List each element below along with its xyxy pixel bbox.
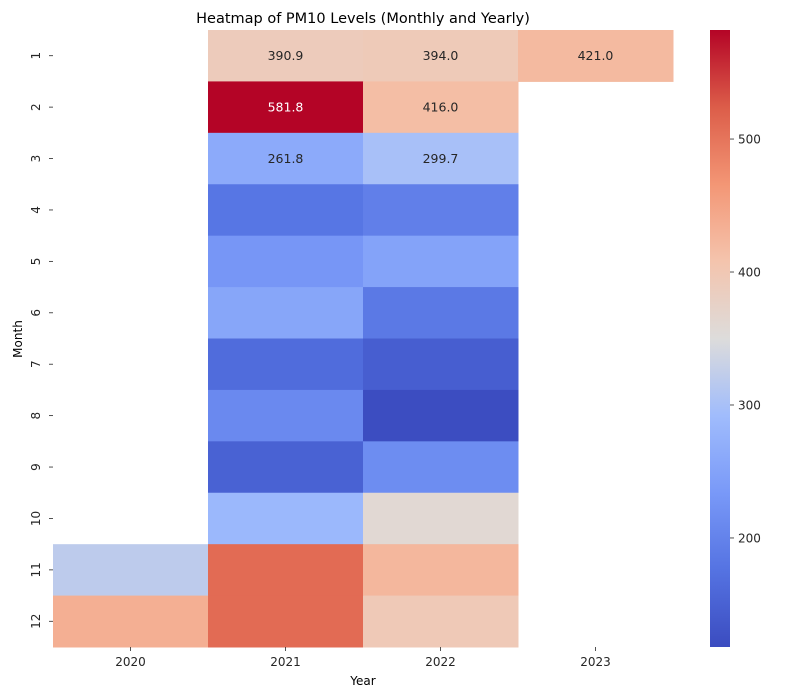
heatmap-cell-12-2022 xyxy=(363,595,519,648)
heatmap-cell-5-2021 xyxy=(208,235,364,288)
heatmap-cell-4-2022 xyxy=(363,184,519,237)
heatmap-cell-12-2020 xyxy=(53,595,209,648)
heatmap-cell-7-2022 xyxy=(363,338,519,391)
y-tick-label: 2 xyxy=(29,103,43,111)
x-axis-label: Year xyxy=(349,674,375,688)
heatmap-cell-11-2021 xyxy=(208,544,364,597)
heatmap-cell-10-2021 xyxy=(208,492,364,545)
heatmap-cell-7-2021 xyxy=(208,338,364,391)
heatmap-cell-1-2023 xyxy=(518,30,674,82)
x-tick-label: 2021 xyxy=(270,655,301,669)
y-tick-label: 6 xyxy=(29,309,43,317)
x-tick-label: 2020 xyxy=(115,655,146,669)
heatmap-cell-4-2021 xyxy=(208,184,364,237)
y-tick-label: 9 xyxy=(29,463,43,471)
heatmap-cell-10-2022 xyxy=(363,492,519,545)
chart-title: Heatmap of PM10 Levels (Monthly and Year… xyxy=(196,11,530,27)
heatmap-cell-1-2021 xyxy=(208,30,364,82)
heatmap-cell-11-2022 xyxy=(363,544,519,597)
heatmap-cell-9-2021 xyxy=(208,441,364,494)
y-tick-label: 10 xyxy=(29,511,43,526)
heatmap-cell-2-2022 xyxy=(363,81,519,134)
y-tick-label: 3 xyxy=(29,155,43,163)
x-tick-label: 2023 xyxy=(580,655,611,669)
y-axis-label: Month xyxy=(11,320,25,358)
cell-annotation: 390.9 xyxy=(268,48,304,63)
heatmap-cell-11-2020 xyxy=(53,544,209,597)
colorbar-tick-label: 400 xyxy=(738,266,761,280)
cell-annotation: 394.0 xyxy=(423,48,459,63)
y-tick-label: 11 xyxy=(29,562,43,577)
heatmap-cell-8-2021 xyxy=(208,389,364,442)
y-tick-label: 7 xyxy=(29,360,43,368)
colorbar: 200 300 400 500 xyxy=(710,30,761,647)
heatmap-cell-3-2021 xyxy=(208,132,364,185)
heatmap-cells: 390.9 394.0 421.0 581.8 416.0 261.8 299.7 xyxy=(53,30,674,648)
heatmap-cell-6-2021 xyxy=(208,287,364,339)
heatmap-cell-1-2022 xyxy=(363,30,519,82)
cell-annotation: 261.8 xyxy=(268,151,304,166)
heatmap-cell-12-2021 xyxy=(208,595,364,648)
cell-annotation: 421.0 xyxy=(578,48,614,63)
heatmap-cell-6-2022 xyxy=(363,287,519,339)
y-tick-label: 5 xyxy=(29,258,43,266)
colorbar-tick-label: 500 xyxy=(738,133,761,147)
colorbar-gradient xyxy=(710,30,730,647)
y-tick-label: 12 xyxy=(29,614,43,629)
cell-annotation: 416.0 xyxy=(423,100,459,115)
x-tick-label: 2022 xyxy=(425,655,456,669)
heatmap-cell-9-2022 xyxy=(363,441,519,494)
y-tick-label: 8 xyxy=(29,412,43,420)
cell-annotation: 299.7 xyxy=(423,151,459,166)
heatmap-cell-2-2021 xyxy=(208,81,364,134)
cell-annotation: 581.8 xyxy=(268,100,304,115)
heatmap-cell-5-2022 xyxy=(363,235,519,288)
colorbar-tick-label: 300 xyxy=(738,398,761,412)
y-tick-label: 4 xyxy=(29,206,43,214)
colorbar-tick-label: 200 xyxy=(738,531,761,545)
heatmap-cell-8-2022 xyxy=(363,389,519,442)
y-tick-label: 1 xyxy=(29,52,43,60)
heatmap-cell-3-2022 xyxy=(363,132,519,185)
